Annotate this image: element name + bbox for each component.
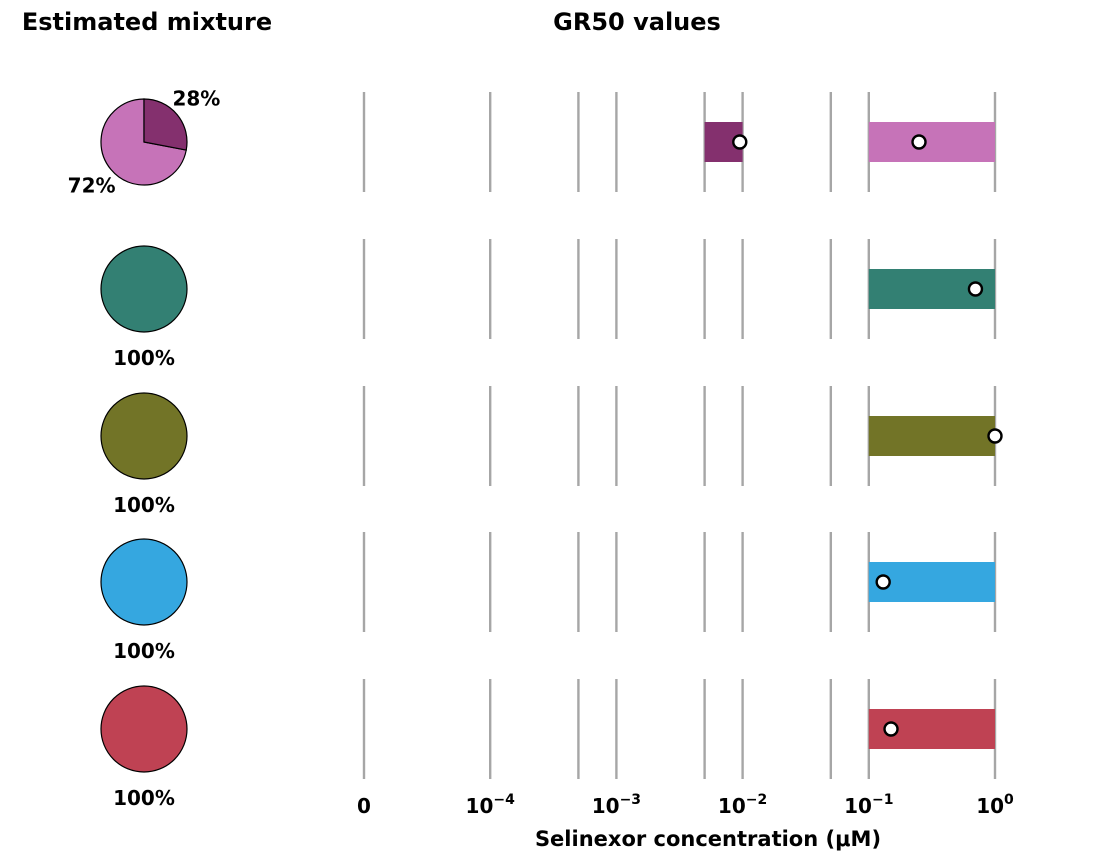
gr50-marker [875,574,891,590]
mixture-pies: 72% 28% 100% 100% 100% 100% [68,87,221,810]
pie-slice-label: 100% [113,786,175,810]
gridlines [362,92,997,779]
mixture-title: Estimated mixture [22,8,272,36]
gr50-range-bar [868,122,995,162]
x-tick-label: 10−2 [718,792,767,818]
x-tick-label: 10−3 [592,792,641,818]
pie-slice-label: 100% [113,346,175,370]
x-tick-labels: 0 10−4 10−3 10−2 10−1 100 [357,792,1014,818]
pie-slice-label: 100% [113,493,175,517]
x-tick-label: 100 [976,792,1014,818]
pie-slice [100,392,188,480]
gr50-marker [883,721,899,737]
gr50-marker [987,428,1003,444]
gr50-marker [732,134,748,150]
pie-slice [143,98,188,151]
gr50-title: GR50 values [553,8,721,36]
x-tick-label: 10−1 [844,792,893,818]
pie-slice-label: 72% [68,173,116,197]
gr50-range-bar [868,416,995,456]
x-tick-label: 0 [357,794,371,818]
pie-slice-label: 100% [113,639,175,663]
pie-slice [100,245,188,333]
pie-slice [100,538,188,626]
x-axis-label: Selinexor concentration (μM) [535,827,881,851]
gr50-marker [967,281,984,297]
pie-slice-label: 28% [172,87,220,111]
pie-slice [100,685,188,773]
x-tick-label: 10−4 [466,792,516,818]
gr50-ranges [704,122,1003,749]
gr50-marker [911,134,927,150]
